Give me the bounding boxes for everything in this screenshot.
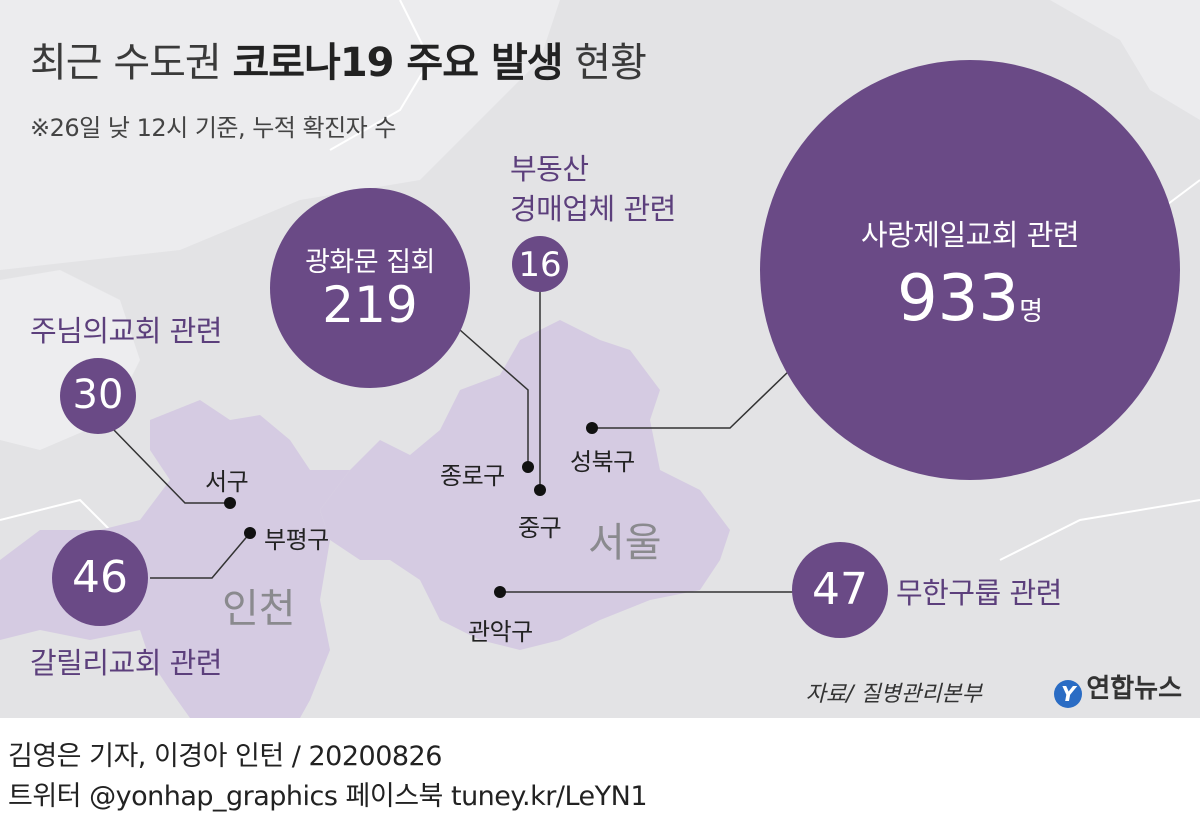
bubble-muhan-count: 47 [812, 564, 868, 615]
logo-text: 연합뉴스 [1086, 674, 1182, 704]
map-svg [0, 0, 1200, 718]
yonhap-logo: Y 연합뉴스 [1054, 668, 1182, 708]
subtitle: ※26일 낮 12시 기준, 누적 확진자 수 [30, 114, 396, 142]
bubble-junim: 30 [60, 358, 136, 434]
district-seongbuk: 성북구 [570, 448, 635, 476]
bubble-gwanghwamun: 광화문 집회 219 [270, 188, 470, 388]
junim-label: 주님의교회 관련 [30, 314, 222, 348]
dot-jongno [522, 461, 534, 473]
bubble-sarang-unit: 명 [1019, 297, 1044, 327]
bubble-muhan: 47 [792, 542, 888, 638]
bubble-realestate: 16 [512, 236, 568, 292]
boundary-line [999, 499, 1200, 561]
dot-gwanak [494, 586, 506, 598]
bubble-gwanghwamun-count: 219 [322, 276, 418, 334]
bubble-galilee-count: 46 [72, 552, 128, 603]
bubble-sarang-value: 933명 [760, 262, 1180, 336]
bubble-junim-count: 30 [72, 372, 124, 418]
yonhap-logo-icon: Y [1054, 680, 1083, 708]
dot-jung [534, 484, 546, 496]
land-area-east [1050, 0, 1200, 120]
dot-bupyeong [244, 527, 256, 539]
district-bupyeong: 부평구 [264, 526, 329, 554]
leader-line-gwanghwamun [459, 329, 529, 467]
city-seoul: 서울 [588, 520, 662, 566]
source-note: 자료/ 질병관리본부 [805, 682, 982, 707]
leader-line-junim [111, 427, 230, 504]
muhan-label: 무한구룹 관련 [896, 576, 1062, 610]
title-tail: 현황 [574, 40, 647, 86]
bubble-sarang-label: 사랑제일교회 관련 [860, 218, 1080, 252]
leader-line-sarang [592, 369, 791, 429]
realestate-label-line1: 부동산 [510, 152, 589, 186]
social-line: 트위터 @yonhap_graphics 페이스북 tuney.kr/LeYN1 [8, 781, 648, 812]
bubble-realestate-count: 16 [518, 245, 562, 285]
credit-line: 김영은 기자, 이경아 인턴 / 20200826 [8, 741, 442, 772]
dot-seongbuk [586, 422, 598, 434]
land-area-north [0, 0, 560, 270]
page-title: 최근 수도권 코로나19 주요 발생 현황 [30, 30, 647, 88]
dot-seo [224, 497, 236, 509]
bubble-sarang: 사랑제일교회 관련 933명 [760, 60, 1180, 480]
incheon-region [0, 400, 350, 718]
title-light: 최근 수도권 [30, 40, 222, 86]
city-incheon: 인천 [222, 586, 296, 632]
leader-line-galilee [150, 532, 251, 579]
district-gwanak: 관악구 [468, 618, 533, 646]
map-panel: 최근 수도권 코로나19 주요 발생 현황 ※26일 낮 12시 기준, 누적 … [0, 0, 1200, 718]
bubble-galilee: 46 [52, 530, 148, 626]
district-jung: 중구 [518, 514, 562, 542]
seoul-region [320, 320, 730, 650]
bubble-gwanghwamun-label: 광화문 집회 [305, 247, 435, 278]
district-seo: 서구 [205, 468, 249, 496]
galilee-label: 갈릴리교회 관련 [30, 646, 222, 680]
boundary-line [329, 0, 432, 151]
title-bold: 코로나19 주요 발생 [232, 40, 563, 86]
district-jongno: 종로구 [440, 462, 505, 490]
realestate-label-line2: 경매업체 관련 [510, 192, 676, 226]
bubble-sarang-count: 933 [896, 262, 1020, 336]
